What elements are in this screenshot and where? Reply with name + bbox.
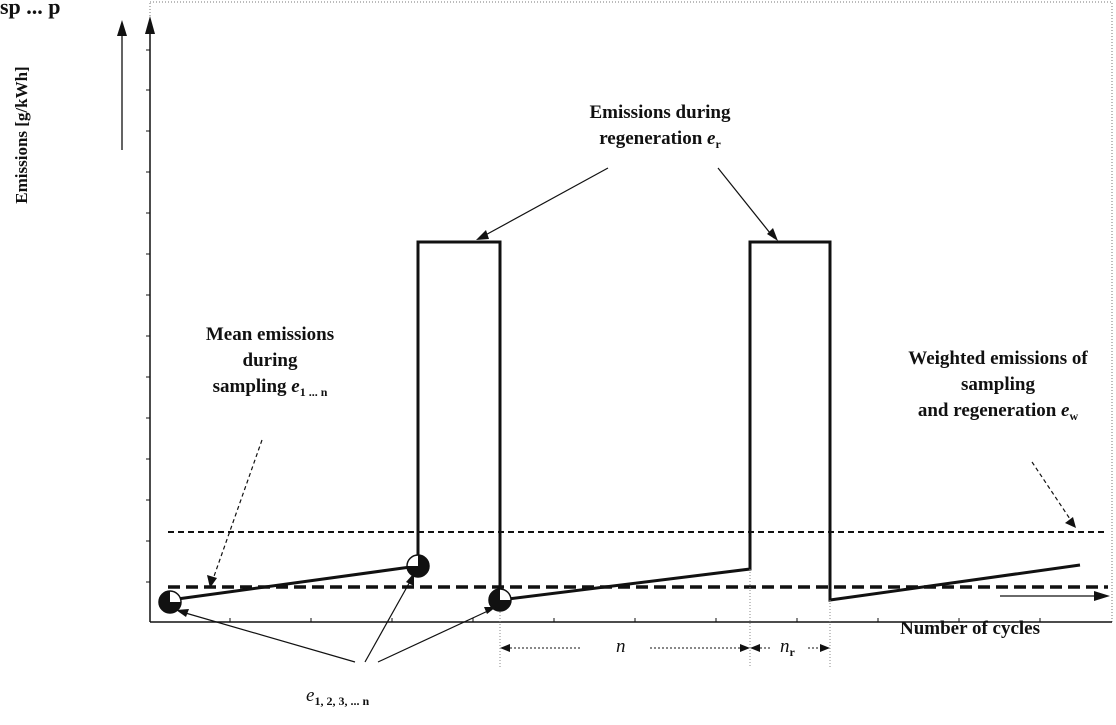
annotation-arrowheads	[176, 228, 1076, 617]
mean-emissions-symbol: e	[291, 376, 300, 397]
weighted-emissions-line2: sampling	[961, 374, 1035, 395]
n-interval-label: n	[616, 636, 626, 657]
weighted-emissions-symbol: e	[1061, 400, 1070, 421]
sample-point	[158, 590, 182, 614]
regeneration-label: Emissions during regeneration er	[520, 100, 800, 157]
mean-emissions-line1: Mean emissions	[205, 324, 335, 345]
y-label-arrow-head	[117, 20, 127, 36]
y-ticks	[146, 49, 150, 583]
regeneration-text: regeneration	[599, 128, 703, 149]
nr-interval-arrow	[750, 644, 830, 652]
sample-point	[406, 554, 430, 578]
nr-subscript: r	[789, 645, 795, 659]
x-ticks	[229, 618, 1041, 622]
interval-guides	[499, 569, 831, 668]
x-axis-label: Number of cycles	[900, 618, 1041, 639]
plot-frame	[149, 1, 1113, 623]
nr-symbol: n	[780, 636, 790, 657]
weighted-emissions-subscript: w	[1069, 409, 1079, 423]
mean-emissions-label: Mean emissions during sampling e1 ... n	[170, 322, 370, 405]
sample-point	[488, 588, 512, 612]
weighted-emissions-label: Weighted emissions of sampling and regen…	[880, 346, 1116, 429]
regeneration-label-line1: Emissions during	[589, 102, 731, 123]
weighted-emissions-text: and regeneration	[917, 400, 1057, 421]
nr-interval-label: nr	[780, 637, 795, 662]
points-subscript: 1, 2, 3, ... n	[314, 694, 370, 708]
annotation-arrows	[181, 167, 1073, 663]
y-axis-label: Emissions [g/kWh]	[12, 66, 31, 204]
points-label: e1, 2, 3, ... n	[306, 686, 369, 711]
mean-emissions-line2: during	[242, 350, 298, 371]
weighted-emissions-line1: Weighted emissions of	[908, 348, 1088, 369]
regeneration-symbol: e	[707, 128, 716, 149]
emissions-trace	[169, 240, 1081, 602]
regeneration-subscript: r	[715, 137, 721, 151]
mean-emissions-text: sampling	[212, 376, 287, 397]
regeneration-label-line2: regeneration er	[520, 126, 800, 157]
weighted-emissions-line3: and regeneration ew	[880, 398, 1116, 429]
x-label-arrow-head	[1094, 591, 1110, 601]
mean-emissions-subscript: 1 ... n	[299, 385, 328, 399]
mean-emissions-line3: sampling e1 ... n	[170, 374, 370, 405]
figure-caption: sp ... p	[0, 0, 61, 19]
points-symbol: e	[306, 685, 315, 706]
y-axis-arrow	[145, 16, 155, 34]
n-interval-arrow	[500, 644, 750, 652]
